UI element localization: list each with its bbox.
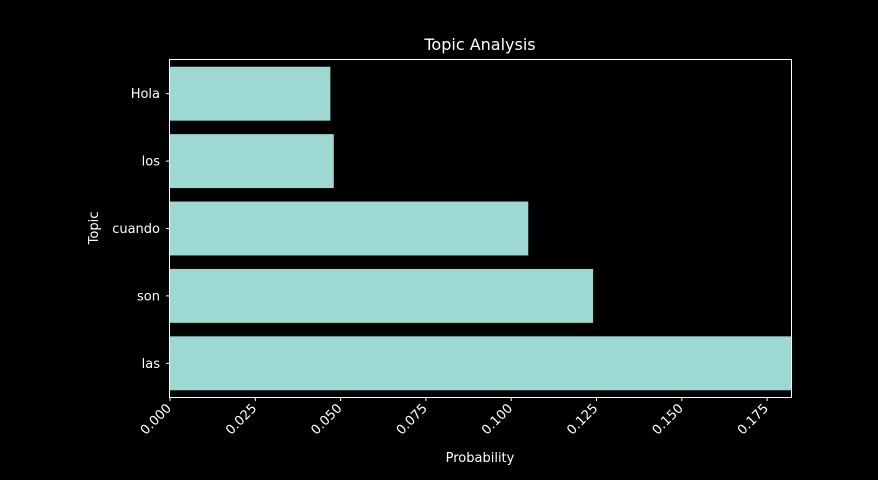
x-tick-label: 0.025: [223, 401, 260, 438]
y-tick-label: Hola: [131, 87, 160, 102]
bar-cuando: [170, 201, 529, 256]
x-axis-title: Probability: [446, 451, 515, 466]
y-tick-label: cuando: [112, 222, 160, 237]
bar-los: [170, 134, 334, 189]
y-axis-title: Topic: [87, 212, 102, 246]
x-tick-label: 0.125: [564, 401, 601, 438]
x-tick-label: 0.150: [650, 401, 687, 438]
bar-son: [170, 268, 594, 323]
chart-title: Topic Analysis: [423, 35, 535, 54]
bars-group: [170, 66, 791, 391]
y-tick-label: las: [142, 357, 161, 372]
y-axis: Hola los cuando son las: [112, 87, 170, 372]
bar-hola: [170, 66, 331, 121]
x-axis: 0.000 0.025 0.050 0.075 0.100 0.125 0.150 0.175: [138, 397, 772, 438]
x-tick-label: 0.175: [735, 401, 772, 438]
x-tick-label: 0.050: [309, 401, 346, 438]
bar-las: [170, 336, 791, 391]
x-tick-label: 0.075: [394, 401, 431, 438]
y-tick-label: son: [137, 289, 160, 304]
x-tick-label: 0.000: [138, 401, 175, 438]
x-tick-label: 0.100: [479, 401, 516, 438]
y-tick-label: los: [142, 155, 161, 170]
